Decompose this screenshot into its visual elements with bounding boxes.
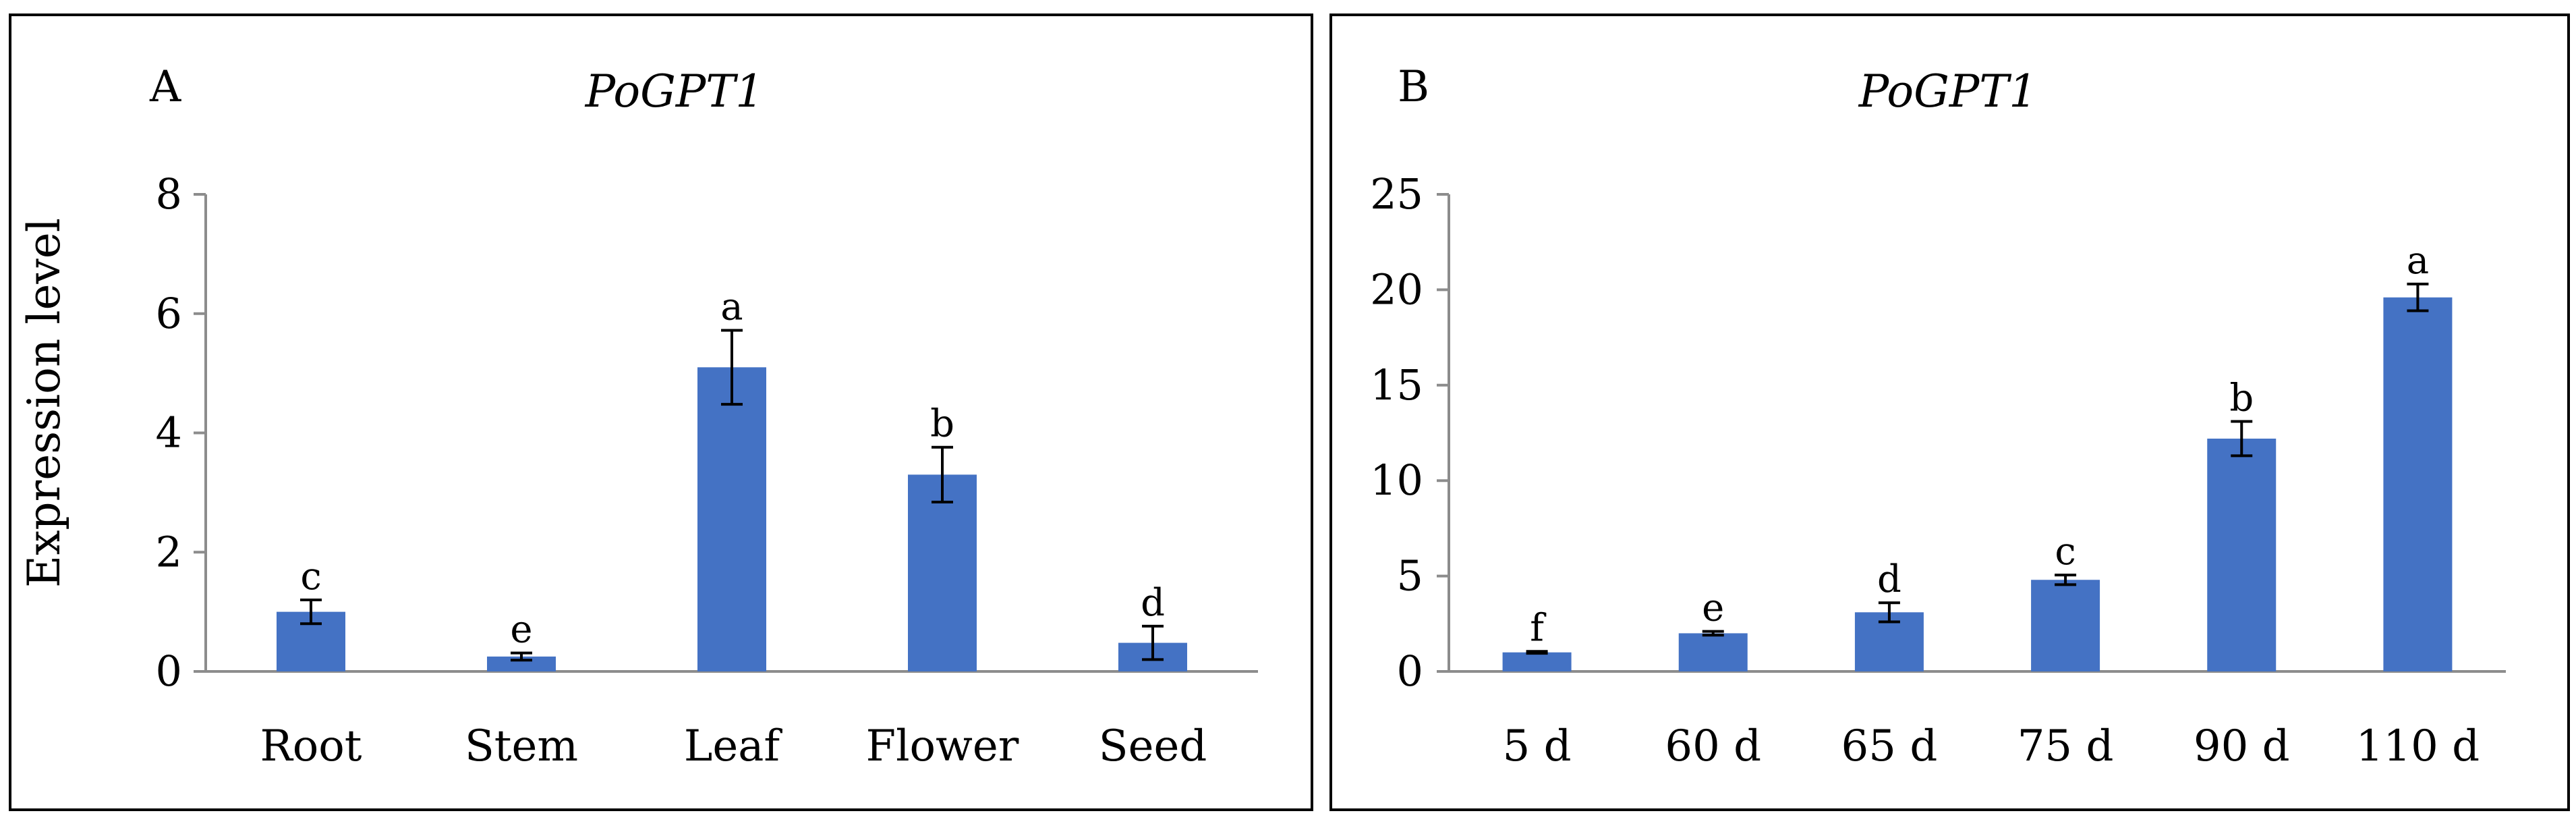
panel-b-border xyxy=(1329,13,2570,811)
y-tick-label: 8 xyxy=(156,169,182,219)
panel-b-plot: 0 5 10 15 20 25 f 5 d e 60 d d 65 d c 75 d b 90 d a 110 d xyxy=(1370,169,2506,771)
x-tick-label: Seed xyxy=(1099,721,1207,771)
x-tick-label: 110 d xyxy=(2356,721,2480,771)
bar-5-d xyxy=(1502,652,1572,671)
y-tick-label: 0 xyxy=(1397,646,1423,696)
significance-label: d xyxy=(1141,581,1165,625)
y-tick-label: 6 xyxy=(156,289,182,338)
y-axis-label: Expression level xyxy=(18,218,70,588)
significance-label: a xyxy=(720,285,743,329)
y-tick-label: 4 xyxy=(156,408,182,458)
x-tick-label: 5 d xyxy=(1503,721,1572,771)
y-tick-label: 10 xyxy=(1370,456,1423,505)
y-tick-label: 25 xyxy=(1370,169,1423,219)
bar-75-d xyxy=(2031,580,2100,671)
bar-60-d xyxy=(1678,633,1748,671)
significance-label: f xyxy=(1530,606,1547,650)
significance-label: c xyxy=(300,555,321,599)
x-tick-label: Flower xyxy=(866,721,1019,771)
significance-label: e xyxy=(510,608,532,652)
panel-a-letter: A xyxy=(149,62,181,112)
x-tick-label: 90 d xyxy=(2194,721,2290,771)
bar-90-d xyxy=(2207,438,2277,671)
panel-b-title: PoGPT1 xyxy=(1858,65,2038,117)
bar-leaf xyxy=(697,367,766,671)
significance-label: a xyxy=(2407,239,2429,283)
x-tick-label: Root xyxy=(260,721,362,771)
panel-a-title: PoGPT1 xyxy=(585,65,764,117)
panel-a-border xyxy=(9,13,1313,811)
significance-label: b xyxy=(2229,377,2254,420)
significance-label: e xyxy=(1702,586,1724,630)
x-tick-label: 65 d xyxy=(1841,721,1938,771)
y-tick-label: 15 xyxy=(1370,360,1423,410)
x-tick-label: Leaf xyxy=(684,721,783,771)
significance-label: d xyxy=(1877,557,1901,601)
significance-label: b xyxy=(930,402,954,446)
y-tick-label: 0 xyxy=(156,646,182,696)
y-tick-label: 20 xyxy=(1370,265,1423,314)
significance-label: c xyxy=(2055,530,2076,574)
x-tick-label: Stem xyxy=(465,721,578,771)
panel-a-plot: 0 2 4 6 8 c Root e Stem a Leaf b Flower d Seed xyxy=(156,169,1258,771)
bar-110-d xyxy=(2383,297,2453,671)
x-tick-label: 60 d xyxy=(1665,721,1761,771)
bar-flower xyxy=(908,474,977,671)
y-tick-label: 2 xyxy=(156,527,182,576)
x-tick-label: 75 d xyxy=(2017,721,2114,771)
y-tick-label: 5 xyxy=(1397,551,1423,601)
bar-stem xyxy=(487,656,556,671)
panel-b-letter: B xyxy=(1398,62,1429,112)
